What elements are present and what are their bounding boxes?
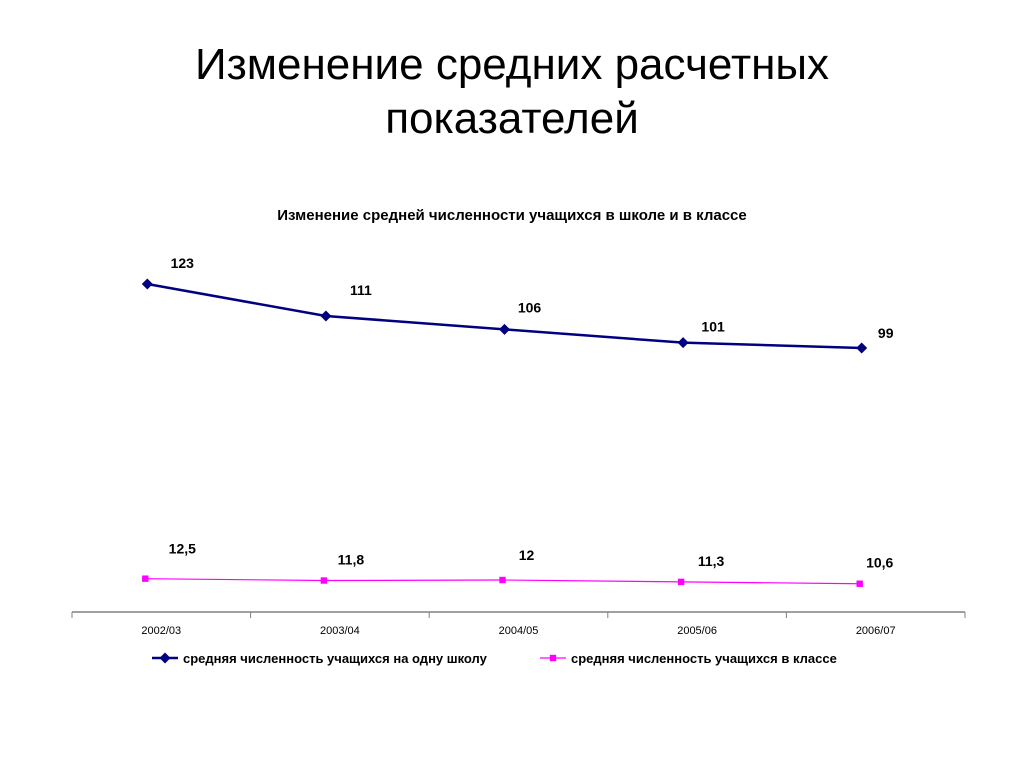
- legend-entry-1: средняя численность учащихся на одну шко…: [152, 651, 488, 666]
- slide-title-line-2: показателей: [385, 94, 639, 143]
- slide-title-line-1: Изменение средних расчетных: [194, 40, 830, 89]
- data-point: [856, 580, 863, 587]
- data-point: [499, 323, 510, 335]
- series-1: 123 111 106 101 99: [141, 255, 894, 354]
- slide-title: Изменение средних расчетных показателей: [0, 38, 1024, 146]
- data-point: [320, 310, 332, 322]
- data-point: [142, 575, 149, 582]
- series-line: [147, 282, 862, 350]
- series-2: 12,5 11,8 12 11,3 10,6: [142, 541, 894, 587]
- legend-swatch-marker: [549, 654, 557, 662]
- data-label: 101: [701, 319, 725, 335]
- data-label: 10,6: [866, 555, 893, 571]
- data-point: [499, 576, 506, 584]
- data-point: [320, 577, 328, 584]
- data-label: 111: [350, 282, 372, 298]
- x-tick-label: 2004/05: [499, 625, 539, 637]
- plot-area: 123 111 106 101 99 12,5 11,8 12 11,3 10,6: [141, 255, 894, 587]
- data-label: 106: [518, 299, 542, 315]
- data-label: 99: [878, 325, 894, 341]
- data-point: [677, 578, 685, 586]
- x-axis: 2002/03 2003/04 2004/05 2005/06 2006/07: [71, 611, 966, 637]
- chart-title: Изменение средней численности учащихся в…: [277, 207, 747, 224]
- data-label: 11,3: [698, 553, 725, 569]
- data-point: [141, 278, 153, 290]
- data-point: [677, 337, 689, 349]
- data-label: 12: [519, 547, 535, 563]
- x-tick-label: 2002/03: [141, 625, 181, 637]
- legend-label: средняя численность учащихся в классе: [571, 651, 837, 666]
- legend-entry-2: средняя численность учащихся в классе: [540, 651, 837, 666]
- legend: средняя численность учащихся на одну шко…: [152, 651, 837, 666]
- data-label: 123: [171, 255, 195, 271]
- data-label: 11,8: [338, 552, 365, 568]
- x-tick-label: 2005/06: [677, 625, 717, 637]
- legend-label: средняя численность учащихся на одну шко…: [183, 651, 488, 666]
- data-label: 12,5: [169, 541, 196, 557]
- x-tick-label: 2006/07: [856, 625, 896, 637]
- x-tick-label: 2003/04: [320, 625, 360, 637]
- data-point: [856, 342, 868, 354]
- legend-swatch-marker: [159, 652, 171, 664]
